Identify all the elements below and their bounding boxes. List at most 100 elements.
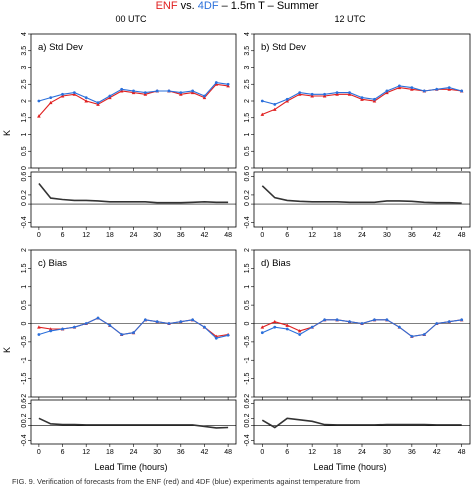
x-tick-label: 18 xyxy=(333,449,341,456)
y-tick-label: -0.4 xyxy=(21,216,28,228)
data-point xyxy=(397,84,401,88)
y-tick-label: 2 xyxy=(244,248,251,252)
y-tick-label: -0.5 xyxy=(244,336,251,348)
panels: 00.511.522.533.54a) Std Dev-0.400.20.60 6… xyxy=(21,32,471,456)
y-tick-label: 0.5 xyxy=(244,300,251,310)
data-point xyxy=(214,82,219,86)
y-tick-label: 2 xyxy=(21,99,28,103)
title-part-4: – 1.5m T – Summer xyxy=(219,0,319,12)
data-point xyxy=(322,94,327,98)
data-point xyxy=(155,89,159,93)
data-point xyxy=(260,331,264,335)
y-tick-label: 4 xyxy=(21,32,28,36)
data-point xyxy=(397,85,402,90)
figure-title: ENF vs. 4DF – 1.5m T – Summer xyxy=(156,0,319,12)
y-tick-label: 0.5 xyxy=(21,146,28,156)
x-tick-label: 30 xyxy=(383,232,391,239)
data-point xyxy=(48,327,53,331)
y-tick-label: 2 xyxy=(21,248,28,252)
data-point xyxy=(373,97,376,101)
y-tick-label: 0 xyxy=(21,166,28,170)
x-tick-label: 18 xyxy=(106,232,114,239)
title-part-3: 4DF xyxy=(198,0,219,12)
data-point xyxy=(323,318,327,322)
data-point xyxy=(72,91,76,95)
y-tick-label: 3 xyxy=(21,65,28,69)
series-line-diff xyxy=(38,182,229,204)
x-tick-label: 0 xyxy=(260,449,264,456)
data-point xyxy=(191,89,195,93)
x-tick-label: 30 xyxy=(153,449,161,456)
panel-c-diff: -0.400.20.60 6 12 18 24 30 36 42 48 xyxy=(21,399,237,456)
data-point xyxy=(422,333,426,336)
data-point xyxy=(260,112,265,116)
data-point xyxy=(108,323,112,327)
panel-frame xyxy=(30,399,237,445)
data-point xyxy=(298,333,302,336)
x-tick-label: 30 xyxy=(153,232,161,239)
data-point xyxy=(260,99,264,103)
data-point xyxy=(273,102,277,106)
data-point xyxy=(285,327,289,331)
y-tick-label: 0.6 xyxy=(21,399,28,409)
panel-frame xyxy=(253,399,471,445)
y-tick-label: 3.5 xyxy=(21,46,28,56)
data-point xyxy=(37,99,41,103)
data-point xyxy=(132,89,135,93)
data-point xyxy=(323,92,327,96)
data-point xyxy=(273,325,277,329)
data-point xyxy=(385,89,389,93)
data-point xyxy=(410,86,414,89)
y-tick-label: 1 xyxy=(21,132,28,136)
series-line-enf xyxy=(38,83,229,117)
data-point xyxy=(397,325,401,329)
data-point xyxy=(96,102,100,106)
y-tick-label: 0.5 xyxy=(244,146,251,156)
y-tick-label: -1 xyxy=(21,357,28,363)
data-point xyxy=(132,331,135,335)
data-point xyxy=(190,90,195,95)
data-point xyxy=(84,99,88,103)
y-tick-label: 0 xyxy=(244,321,251,325)
x-tick-label: 36 xyxy=(177,449,185,456)
y-tick-label: -0.4 xyxy=(244,216,251,228)
data-point xyxy=(335,318,339,322)
x-tick-label: 48 xyxy=(224,449,232,456)
data-point xyxy=(143,91,147,95)
panel-d: -2 -1.5 -1 -0.5 0 0.5 1 1.5 2 d) Bias xyxy=(244,248,471,400)
data-point xyxy=(348,320,351,324)
x-tick-label: 42 xyxy=(433,232,441,239)
series-line-enf xyxy=(262,87,462,115)
y-tick-label: 0 xyxy=(244,424,251,428)
data-point xyxy=(131,90,136,95)
y-tick-label: 2.5 xyxy=(21,79,28,89)
series-line-diff xyxy=(261,185,462,204)
y-tick-label: 1 xyxy=(21,285,28,289)
y-tick-label: 0 xyxy=(21,321,28,325)
data-point xyxy=(72,92,77,96)
data-point xyxy=(203,325,206,329)
data-point xyxy=(447,87,452,91)
y-tick-label: -0.5 xyxy=(21,336,28,348)
series-line-diff xyxy=(38,417,229,429)
data-point xyxy=(310,325,314,329)
panel-label: c) Bias xyxy=(38,258,67,269)
series-line-diff xyxy=(261,417,462,429)
x-axis-label-left: Lead Time (hours) xyxy=(94,462,167,472)
y-tick-label: -2 xyxy=(244,394,251,400)
data-point xyxy=(61,92,64,96)
y-tick-label: 3.5 xyxy=(244,46,251,56)
x-tick-label: 48 xyxy=(458,232,466,239)
x-tick-label: 42 xyxy=(433,449,441,456)
y-tick-label: 0 xyxy=(244,202,251,206)
data-point xyxy=(214,81,218,84)
y-tick-label: 0.2 xyxy=(244,190,251,200)
data-point xyxy=(297,92,302,96)
panel-b-diff: -0.4 0 0.2 0.6 0 6 12 18 24 30 36 42 48 xyxy=(244,171,471,239)
x-tick-label: 6 xyxy=(61,449,65,456)
series-line-4df xyxy=(262,85,462,105)
x-tick-label: 24 xyxy=(130,449,138,456)
data-point xyxy=(285,323,290,327)
data-point xyxy=(202,95,207,100)
